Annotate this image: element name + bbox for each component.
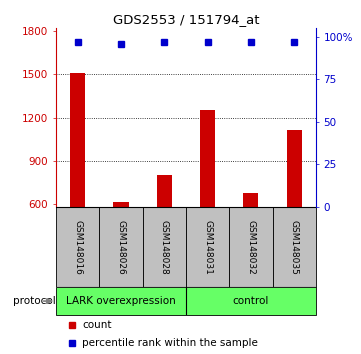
Bar	[56, 207, 99, 287]
Text: GSM148035: GSM148035	[290, 219, 299, 274]
Bar	[99, 207, 143, 287]
Text: LARK overexpression: LARK overexpression	[66, 296, 176, 306]
Bar	[157, 175, 172, 207]
Text: count: count	[82, 320, 112, 330]
Text: percentile rank within the sample: percentile rank within the sample	[82, 338, 258, 348]
Bar	[287, 130, 302, 207]
Bar	[70, 73, 85, 207]
Bar	[273, 207, 316, 287]
Bar	[186, 207, 229, 287]
Bar	[113, 201, 129, 207]
Text: GSM148028: GSM148028	[160, 219, 169, 274]
Text: protocol: protocol	[13, 296, 56, 306]
Text: GSM148032: GSM148032	[247, 219, 255, 274]
Bar	[229, 207, 273, 287]
Text: GSM148031: GSM148031	[203, 219, 212, 274]
Text: GSM148016: GSM148016	[73, 219, 82, 274]
Bar	[143, 207, 186, 287]
Bar	[200, 110, 215, 207]
Bar	[243, 193, 258, 207]
Text: GSM148026: GSM148026	[117, 219, 125, 274]
Title: GDS2553 / 151794_at: GDS2553 / 151794_at	[113, 13, 259, 26]
Text: control: control	[233, 296, 269, 306]
